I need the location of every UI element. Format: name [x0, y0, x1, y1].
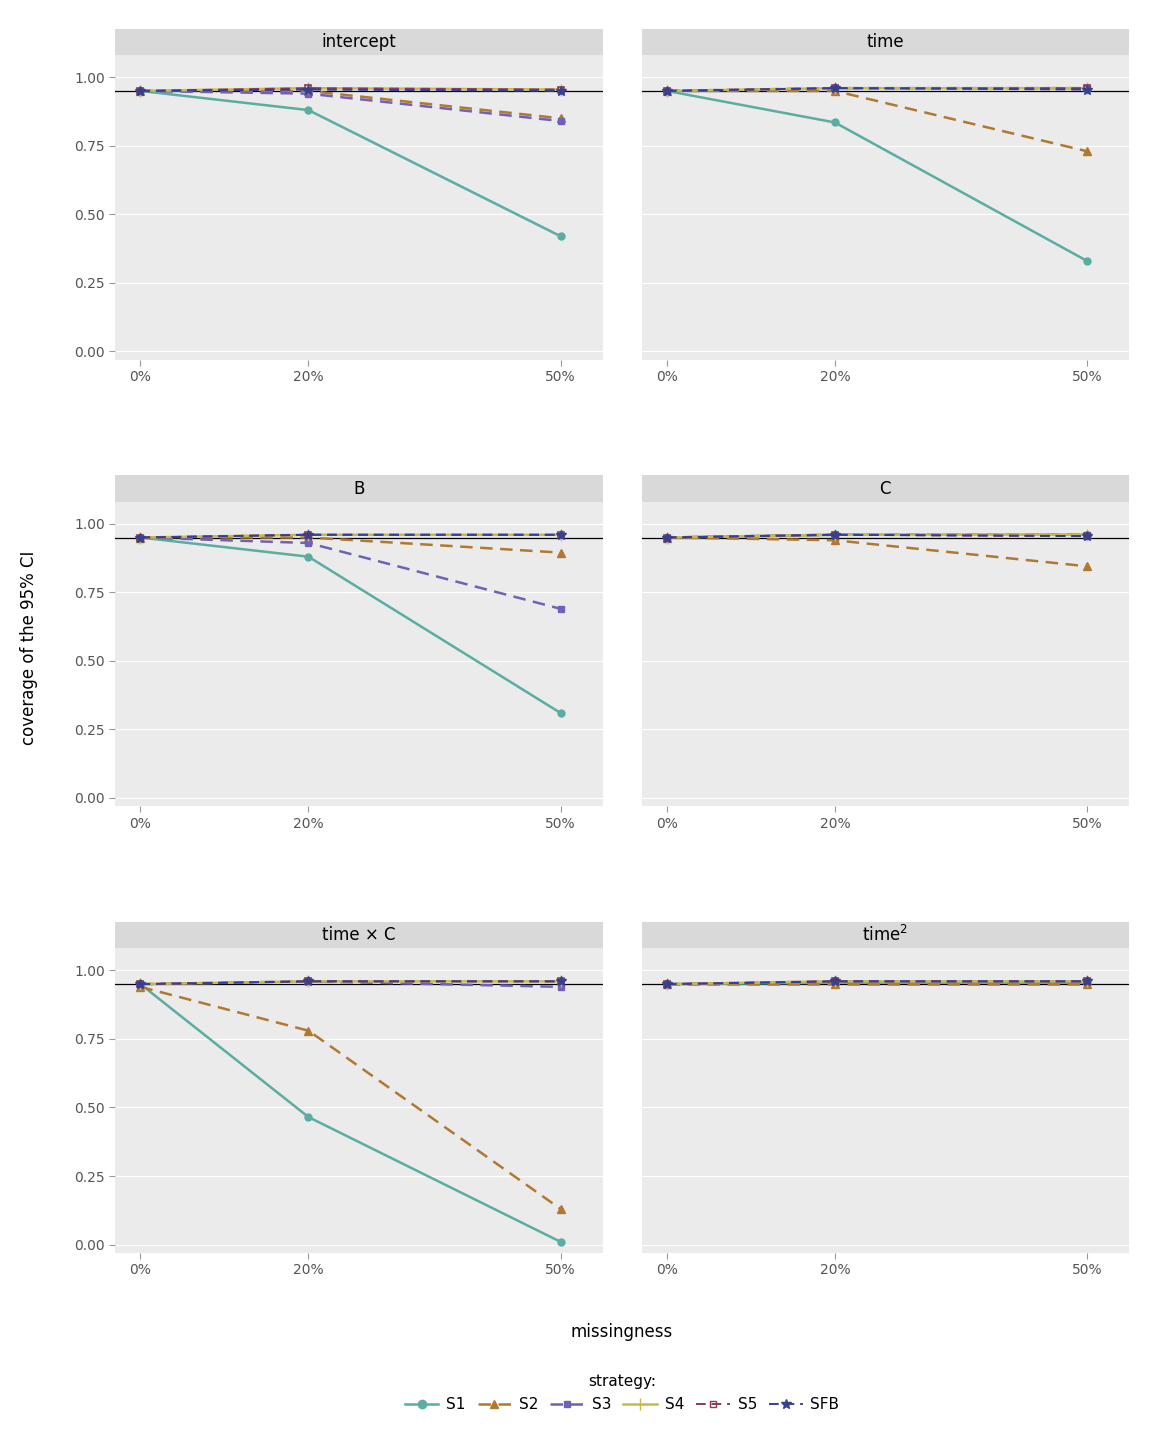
- Text: intercept: intercept: [321, 33, 396, 50]
- Text: time$^2$: time$^2$: [863, 924, 908, 945]
- Legend: S1, S2, S3, S4, S5, SFB: S1, S2, S3, S4, S5, SFB: [399, 1368, 846, 1418]
- Text: C: C: [879, 480, 890, 498]
- Text: time: time: [866, 33, 904, 50]
- Text: time × C: time × C: [323, 926, 395, 945]
- Text: B: B: [354, 480, 364, 498]
- Text: coverage of the 95% CI: coverage of the 95% CI: [20, 552, 38, 744]
- Text: missingness: missingness: [571, 1323, 673, 1341]
